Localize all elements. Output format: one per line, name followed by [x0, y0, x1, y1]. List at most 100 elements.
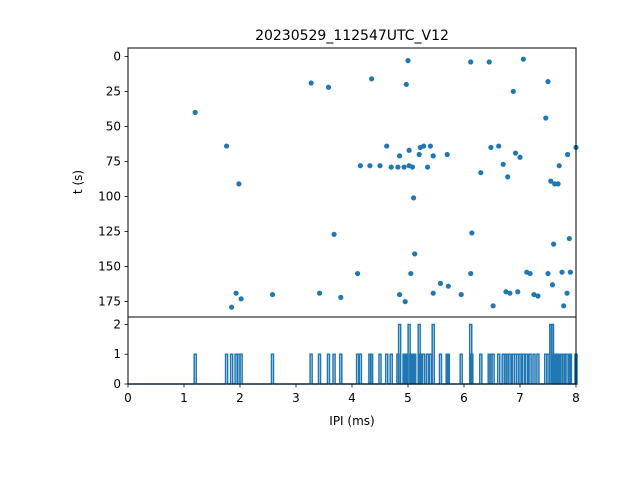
- scatter-point-20: [397, 153, 403, 159]
- x-tick-label-4: 4: [348, 391, 356, 405]
- scatter-point-35: [425, 164, 431, 170]
- scatter-point-77: [566, 235, 572, 242]
- scatter-point-48: [488, 144, 494, 151]
- scatter-point-73: [559, 269, 565, 275]
- scatter-point-39: [437, 280, 444, 286]
- scatter-point-45: [469, 230, 475, 236]
- y-tick-label-bottom-2: 2: [113, 317, 121, 331]
- scatter-point-38: [430, 290, 436, 296]
- scatter-point-69: [551, 241, 557, 247]
- scatter-point-23: [402, 298, 408, 305]
- scatter-point-71: [555, 181, 561, 187]
- scatter-point-66: [545, 270, 551, 277]
- scatter-point-55: [510, 88, 516, 95]
- scatter-point-65: [545, 79, 551, 85]
- scatter-point-4: [233, 290, 239, 296]
- y-axis-label: t (s): [71, 170, 85, 194]
- scatter-point-18: [388, 164, 394, 170]
- x-axis-ticks: 0 1 2 3 4 5 6 7 8: [124, 384, 580, 405]
- scatter-point-13: [355, 270, 361, 277]
- scatter-point-3: [229, 304, 235, 310]
- scatter-point-51: [500, 161, 506, 167]
- y-tick-label-4: 100: [98, 190, 121, 204]
- scatter-point-74: [561, 303, 567, 309]
- scatter-point-26: [406, 147, 412, 153]
- scatter-point-46: [478, 170, 484, 176]
- scatter-point-72: [556, 163, 562, 169]
- scatter-point-12: [369, 76, 375, 82]
- scatter-point-62: [531, 291, 537, 298]
- scatter-panel: 20230529_112547UTC_V12 0 25 50 75 100 125 150 1…: [71, 28, 579, 318]
- y-tick-label-1: 25: [106, 84, 121, 98]
- scatter-point-19: [395, 164, 401, 170]
- scatter-points: [192, 56, 579, 310]
- scatter-point-15: [367, 163, 373, 169]
- scatter-point-41: [445, 283, 451, 289]
- scatter-point-54: [507, 290, 513, 296]
- scatter-point-27: [408, 270, 414, 277]
- scatter-point-64: [543, 115, 549, 121]
- scatter-point-6: [269, 291, 276, 298]
- x-tick-label-5: 5: [404, 391, 412, 405]
- scatter-point-29: [406, 163, 412, 169]
- x-tick-label-2: 2: [236, 391, 244, 405]
- scatter-point-42: [458, 291, 464, 298]
- scatter-point-34: [421, 143, 427, 149]
- scatter-point-21: [397, 291, 403, 298]
- chart-title: 20230529_112547UTC_V12: [255, 28, 449, 44]
- scatter-point-67: [548, 178, 554, 184]
- scatter-point-47: [486, 59, 492, 65]
- scatter-point-63: [535, 293, 541, 299]
- scatter-point-22: [401, 164, 407, 170]
- scatter-point-1: [223, 143, 230, 149]
- scatter-point-53: [505, 174, 511, 180]
- scatter-point-76: [564, 290, 570, 296]
- scatter-point-56: [512, 150, 519, 156]
- y-tick-label-0: 0: [113, 49, 121, 63]
- x-tick-label-1: 1: [180, 391, 188, 405]
- x-axis-label: IPI (ms): [329, 414, 374, 428]
- scatter-point-2: [236, 181, 242, 187]
- y-tick-label-5: 125: [98, 225, 121, 239]
- y-axis-ticks-bottom: 0 1 2: [113, 317, 128, 391]
- x-tick-label-3: 3: [292, 391, 300, 405]
- scatter-point-8: [325, 84, 332, 90]
- scatter-point-43: [468, 59, 474, 65]
- scatter-point-44: [468, 270, 474, 277]
- scatter-point-50: [496, 143, 502, 149]
- scatter-point-17: [384, 143, 390, 149]
- x-tick-label-0: 0: [124, 391, 132, 405]
- y-tick-label-2: 50: [106, 119, 121, 133]
- scatter-point-14: [357, 163, 363, 169]
- scatter-point-24: [403, 81, 409, 88]
- scatter-point-7: [308, 80, 314, 86]
- scatter-point-75: [565, 151, 571, 158]
- scatter-point-49: [490, 303, 496, 309]
- scatter-point-78: [567, 269, 574, 275]
- scatter-point-9: [331, 231, 337, 237]
- scatter-point-32: [416, 151, 422, 158]
- y-axis-ticks: 0 25 50 75 100 125 150 175: [98, 49, 128, 309]
- x-tick-label-6: 6: [460, 391, 468, 405]
- scatter-point-37: [430, 153, 436, 159]
- y-tick-label-6: 150: [98, 260, 121, 274]
- scatter-point-10: [316, 290, 323, 296]
- histogram-axes-frame: [127, 316, 577, 385]
- scatter-point-5: [238, 296, 244, 302]
- scatter-point-0: [192, 109, 198, 116]
- histogram-panel: 0 1 2 0 1 2 3 4 5 6 7 8 IPI (ms): [113, 316, 580, 428]
- scatter-point-57: [515, 289, 521, 295]
- y-tick-label-7: 175: [98, 295, 121, 309]
- scatter-point-59: [520, 56, 526, 62]
- scatter-point-68: [549, 282, 556, 288]
- scatter-point-25: [405, 58, 411, 64]
- scatter-point-52: [503, 289, 509, 295]
- scatter-point-30: [411, 195, 417, 201]
- y-tick-label-bottom-1: 1: [113, 347, 121, 361]
- y-tick-label-3: 75: [106, 154, 121, 168]
- scatter-point-36: [427, 143, 433, 149]
- scatter-point-16: [377, 163, 383, 169]
- scatter-point-31: [412, 251, 418, 257]
